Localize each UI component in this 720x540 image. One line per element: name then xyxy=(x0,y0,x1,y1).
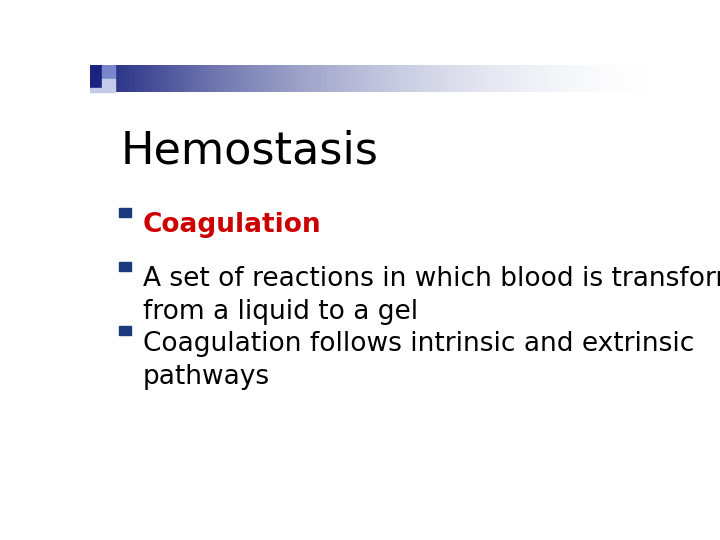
Bar xyxy=(90,65,102,87)
Bar xyxy=(119,326,131,335)
Bar xyxy=(119,208,131,217)
Bar xyxy=(119,262,131,271)
Text: A set of reactions in which blood is transformed
from a liquid to a gel: A set of reactions in which blood is tra… xyxy=(143,266,720,326)
Text: Coagulation: Coagulation xyxy=(143,212,322,238)
Text: Coagulation follows intrinsic and extrinsic
pathways: Coagulation follows intrinsic and extrin… xyxy=(143,331,694,390)
Bar xyxy=(90,87,114,92)
Bar xyxy=(102,65,114,79)
Text: Hemostasis: Hemostasis xyxy=(121,129,379,172)
Bar xyxy=(102,79,114,87)
